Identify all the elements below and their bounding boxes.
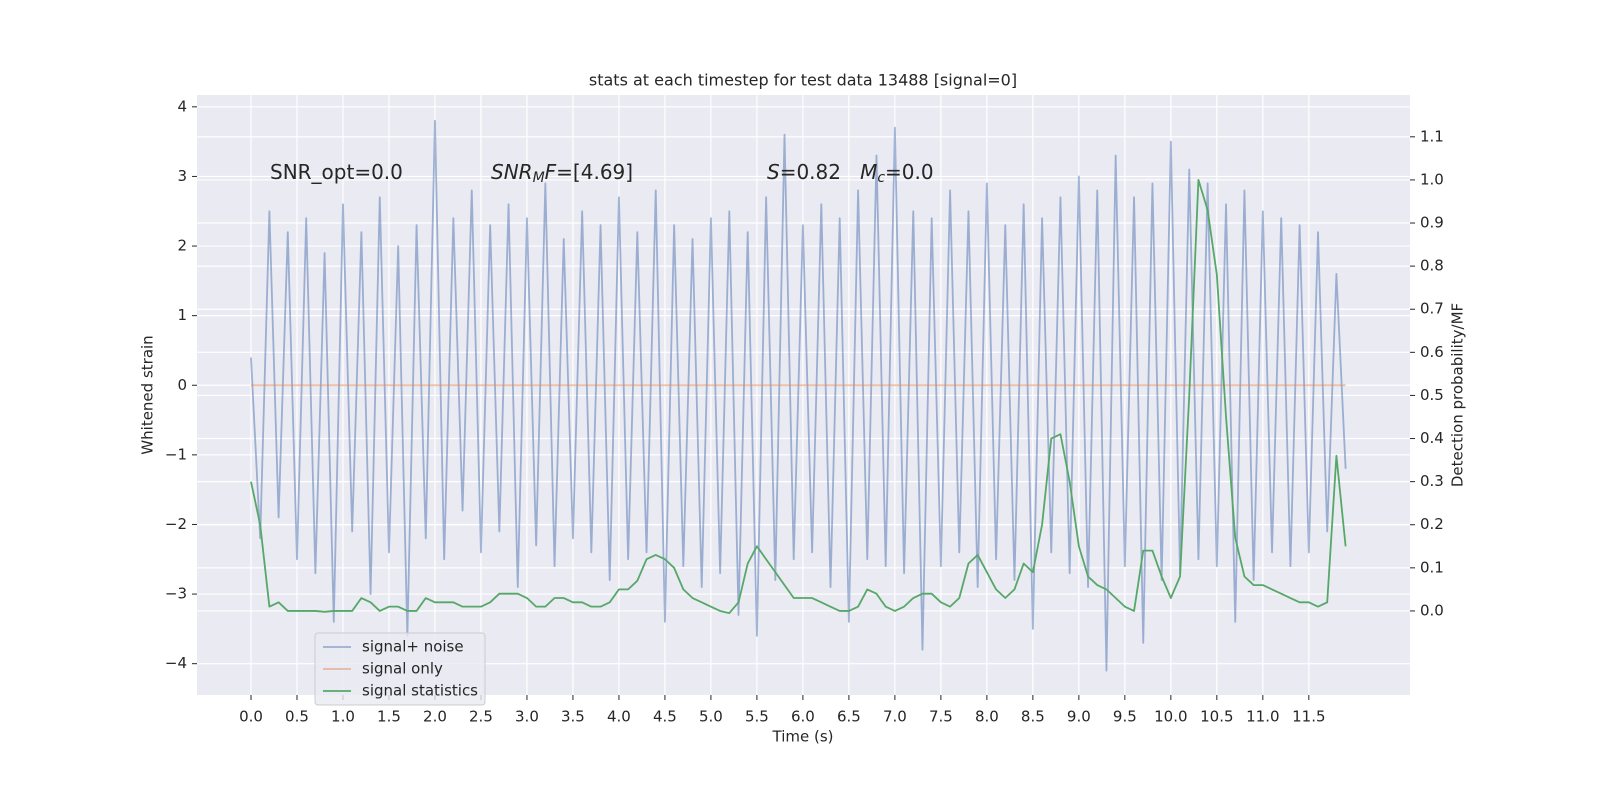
y2-axis-label: Detection probability/MF xyxy=(1449,303,1467,487)
legend-label: signal statistics xyxy=(362,682,478,700)
x-tick-label: 5.5 xyxy=(745,708,769,726)
y-axis-label: Whitened strain xyxy=(139,335,157,454)
y-tick-label: 3 xyxy=(177,167,187,185)
annotation-part: =[4.69] xyxy=(556,160,633,184)
annotation-part: SNR xyxy=(491,160,533,184)
grid xyxy=(197,95,1410,695)
y2-tick-label: 0.8 xyxy=(1420,257,1444,275)
y2-tick-label: 0.3 xyxy=(1420,472,1444,490)
x-tick-label: 5.0 xyxy=(699,708,723,726)
marks xyxy=(250,119,1347,672)
y2-tick-label: 0.9 xyxy=(1420,214,1444,232)
x-tick-label: 0.0 xyxy=(239,708,263,726)
x-tick-label: 8.0 xyxy=(975,708,999,726)
x-tick-label: 9.0 xyxy=(1067,708,1091,726)
y2-tick-label: 0.2 xyxy=(1420,515,1444,533)
y2-tick-label: 1.1 xyxy=(1420,127,1444,145)
series-line xyxy=(250,179,1347,614)
y-tick-label: −1 xyxy=(165,445,187,463)
y-tick-label: 2 xyxy=(177,237,187,255)
annotation: SNR_opt=0.0 xyxy=(270,160,403,184)
x-tick-label: 3.5 xyxy=(561,708,585,726)
x-tick-label: 8.5 xyxy=(1021,708,1045,726)
annotation-part: =0.0 xyxy=(885,160,934,184)
y2-tick-label: 0.4 xyxy=(1420,429,1444,447)
x-tick-label: 1.5 xyxy=(377,708,401,726)
x-tick-label: 10.5 xyxy=(1200,708,1233,726)
y2-tick-label: 0.7 xyxy=(1420,300,1444,318)
x-tick-label: 6.5 xyxy=(837,708,861,726)
legend-label: signal+ noise xyxy=(362,638,464,656)
y2-tick-label: 0.0 xyxy=(1420,601,1444,619)
x-tick-label: 2.0 xyxy=(423,708,447,726)
x-tick-label: 11.0 xyxy=(1246,708,1279,726)
x-tick-label: 10.0 xyxy=(1154,708,1187,726)
annotation-part: F xyxy=(545,160,557,184)
annotation-part: M xyxy=(533,170,545,186)
y2-tick-label: 0.1 xyxy=(1420,558,1444,576)
annotation-part: =0.82 xyxy=(780,160,860,184)
y2-tick-label: 0.5 xyxy=(1420,386,1444,404)
y-tick-label: −4 xyxy=(165,654,187,672)
x-tick-label: 4.5 xyxy=(653,708,677,726)
x-tick-label: 0.5 xyxy=(285,708,309,726)
legend-box xyxy=(314,632,486,706)
annotation-part: M xyxy=(860,160,877,184)
annotation: S=0.82 Mc=0.0 xyxy=(767,160,934,187)
x-tick-label: 6.0 xyxy=(791,708,815,726)
y2-tick-label: 0.6 xyxy=(1420,343,1444,361)
x-tick-label: 2.5 xyxy=(469,708,493,726)
x-tick-label: 3.0 xyxy=(515,708,539,726)
x-tick-label: 11.5 xyxy=(1292,708,1325,726)
y-tick-label: 1 xyxy=(177,306,187,324)
y-tick-label: 0 xyxy=(177,376,187,394)
annotation-part: c xyxy=(877,170,885,186)
y-tick-label: −3 xyxy=(165,585,187,603)
annotation: SNRMF=[4.69] xyxy=(491,160,633,187)
series-line xyxy=(250,119,1347,672)
x-tick-label: 1.0 xyxy=(331,708,355,726)
x-tick-label: 9.5 xyxy=(1113,708,1137,726)
x-tick-label: 7.5 xyxy=(929,708,953,726)
x-tick-label: 7.0 xyxy=(883,708,907,726)
chart-title: stats at each timestep for test data 134… xyxy=(589,71,1017,90)
x-axis-label: Time (s) xyxy=(772,728,834,746)
legend-label: signal only xyxy=(362,660,443,678)
x-tick-label: 4.0 xyxy=(607,708,631,726)
y-tick-label: −2 xyxy=(165,515,187,533)
annotation-part: S xyxy=(767,160,780,184)
y2-tick-label: 1.0 xyxy=(1420,170,1444,188)
y-tick-label: 4 xyxy=(177,97,187,115)
annotation-part: SNR_opt=0.0 xyxy=(270,160,403,184)
